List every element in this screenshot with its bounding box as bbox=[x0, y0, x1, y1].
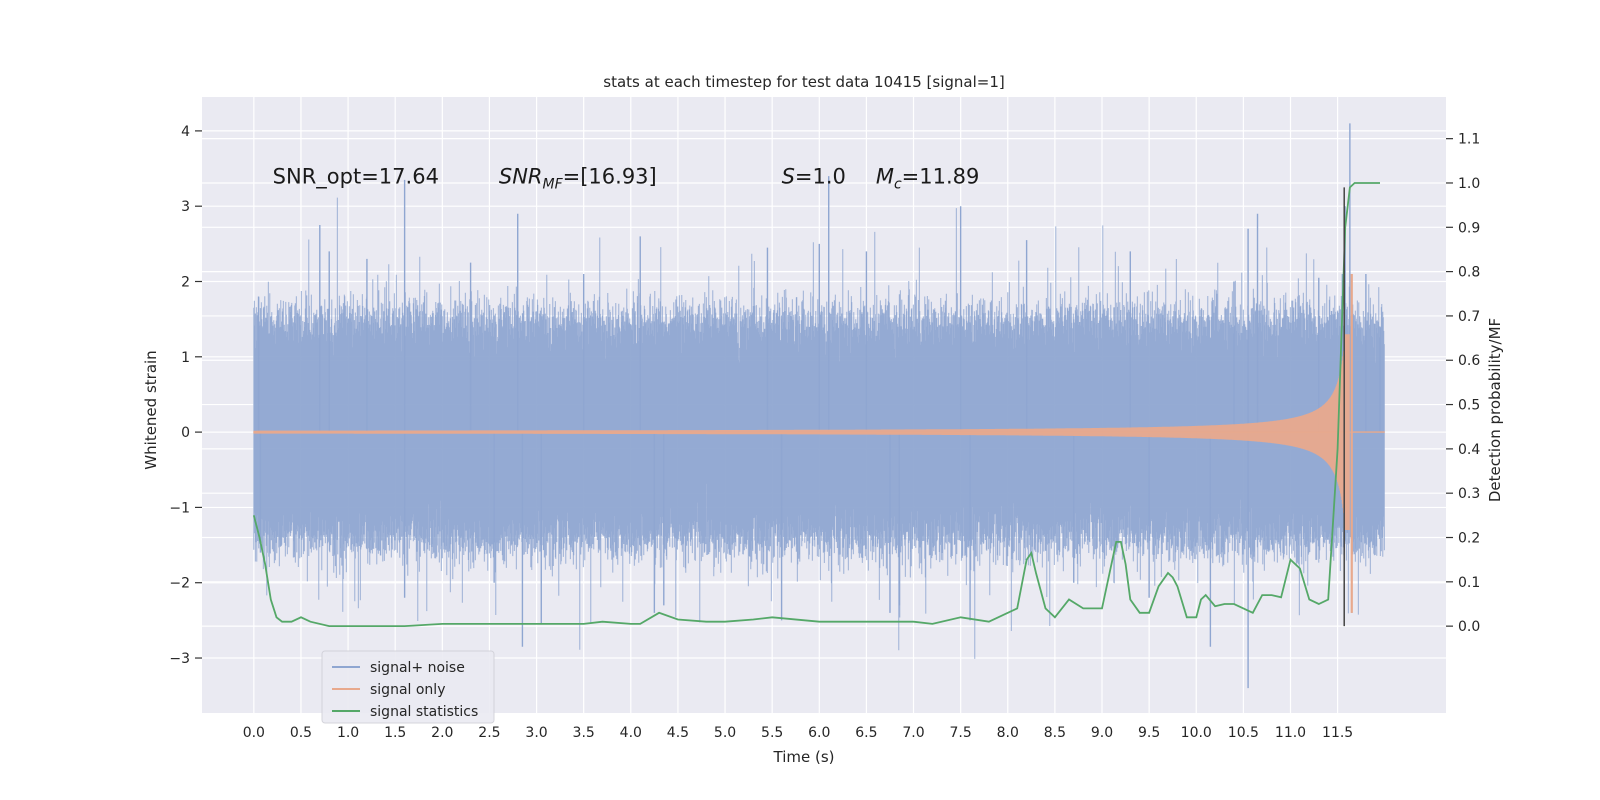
x-axis-label: Time (s) bbox=[773, 748, 835, 766]
x-tick-label: 5.5 bbox=[761, 725, 783, 741]
y-right-tick-label: 0.7 bbox=[1458, 309, 1480, 325]
y-right-tick-label: 0.5 bbox=[1458, 398, 1480, 414]
annotation-1: SNRMF=[16.93] bbox=[499, 165, 657, 193]
y-right-tick-label: 0.6 bbox=[1458, 353, 1480, 369]
signal-statistics-line bbox=[252, 182, 1380, 627]
y-tick-label: 2 bbox=[181, 274, 190, 290]
y-right-tick-label: 1.0 bbox=[1458, 176, 1480, 192]
x-tick-label: 9.0 bbox=[1091, 725, 1113, 741]
x-tick-label: 6.0 bbox=[808, 725, 830, 741]
series-signal-statistics bbox=[252, 182, 1380, 627]
x-tick-label: 7.5 bbox=[950, 725, 972, 741]
series-signal-only bbox=[253, 273, 1385, 613]
y-tick-label: 1 bbox=[181, 350, 190, 366]
x-tick-label: 5.0 bbox=[714, 725, 736, 741]
x-tick-label: 7.0 bbox=[902, 725, 924, 741]
y-axis-label: Whitened strain bbox=[142, 350, 160, 469]
annotation-3: Mc=11.89 bbox=[876, 165, 980, 193]
y-tick-label: −3 bbox=[169, 651, 190, 667]
y-tick-label: −2 bbox=[169, 576, 190, 592]
x-tick-label: 2.5 bbox=[478, 725, 500, 741]
annotation-0: SNR_opt=17.64 bbox=[273, 165, 439, 190]
x-tick-label: 10.5 bbox=[1228, 725, 1259, 741]
y-axis-right-ticks: 0.0 0.1 0.2 0.3 0.4 0.5 0.6 0.7 0.8 0.9 1.0 1.1 bbox=[1446, 132, 1480, 635]
y-right-tick-label: 0.8 bbox=[1458, 265, 1480, 281]
y-right-tick-label: 1.1 bbox=[1458, 132, 1480, 148]
x-tick-label: 3.5 bbox=[573, 725, 595, 741]
legend-entry: signal only bbox=[370, 682, 445, 698]
x-tick-label: 2.0 bbox=[431, 725, 453, 741]
y-tick-label: −1 bbox=[169, 500, 190, 516]
x-tick-label: 10.0 bbox=[1181, 725, 1212, 741]
legend-entry: signal+ noise bbox=[370, 660, 465, 676]
x-tick-label: 6.5 bbox=[855, 725, 877, 741]
x-tick-label: 8.5 bbox=[1044, 725, 1066, 741]
y-axis-right-label: Detection probability/MF bbox=[1486, 318, 1504, 502]
y-right-tick-label: 0.2 bbox=[1458, 531, 1480, 547]
y-right-tick-label: 0.1 bbox=[1458, 575, 1480, 591]
y-axis-ticks: −3 −2 −1 0 1 2 3 4 bbox=[169, 124, 202, 667]
x-axis-ticks: 0.0 0.5 1.0 1.5 2.0 2.5 3.0 3.5 4.0 4.5 5.0 5.5 6.0 6… bbox=[243, 725, 1354, 741]
y-right-tick-label: 0.9 bbox=[1458, 220, 1480, 236]
legend-entry: signal statistics bbox=[370, 704, 478, 720]
legend: signal+ noise signal only signal statistic… bbox=[321, 650, 495, 724]
y-right-tick-label: 0.4 bbox=[1458, 442, 1480, 458]
x-tick-label: 3.0 bbox=[525, 725, 547, 741]
x-tick-label: 1.0 bbox=[337, 725, 359, 741]
annotation-2: S=1.0 bbox=[782, 165, 846, 189]
y-right-tick-label: 0.0 bbox=[1458, 619, 1480, 635]
x-tick-label: 0.5 bbox=[290, 725, 312, 741]
y-tick-label: 3 bbox=[181, 199, 190, 215]
x-tick-label: 11.5 bbox=[1322, 725, 1353, 741]
annotations: SNR_opt=17.64 SNRMF=[16.93] S=1.0 Mc=11.89 bbox=[273, 165, 980, 193]
legend-box bbox=[321, 650, 495, 724]
x-tick-label: 0.0 bbox=[243, 725, 265, 741]
x-tick-label: 1.5 bbox=[384, 725, 406, 741]
chart-title: stats at each timestep for test data 104… bbox=[603, 73, 1004, 91]
x-tick-label: 11.0 bbox=[1275, 725, 1306, 741]
x-tick-label: 9.5 bbox=[1138, 725, 1160, 741]
series-signal-noise bbox=[253, 123, 1385, 689]
x-tick-label: 4.0 bbox=[620, 725, 642, 741]
y-tick-label: 0 bbox=[181, 425, 190, 441]
x-tick-label: 4.5 bbox=[667, 725, 689, 741]
y-tick-label: 4 bbox=[181, 124, 190, 140]
y-right-tick-label: 0.3 bbox=[1458, 486, 1480, 502]
x-tick-label: 8.0 bbox=[997, 725, 1019, 741]
